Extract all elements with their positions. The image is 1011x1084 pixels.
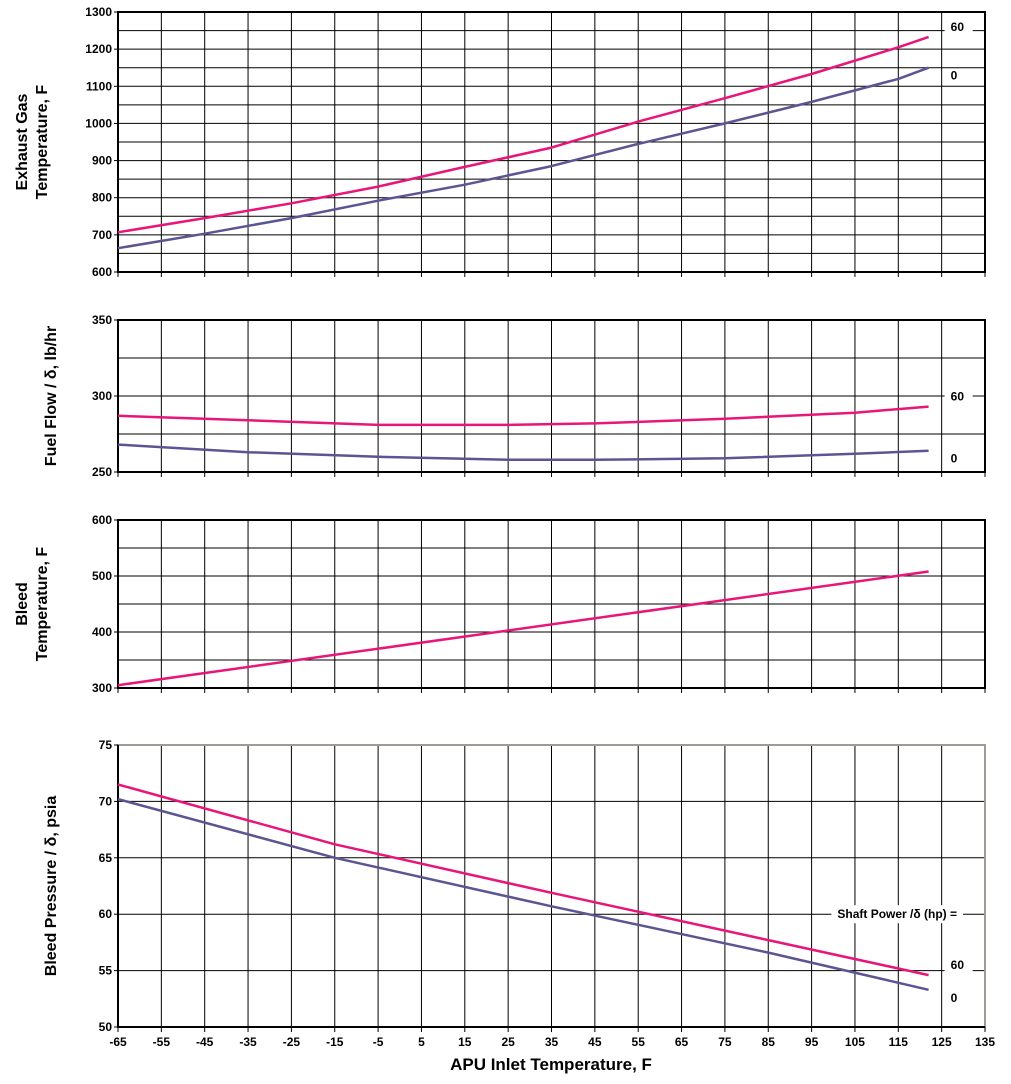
y-tick-label: 500 [92,569,112,583]
x-tick-label: -65 [109,1035,127,1049]
y-tick-label: 1100 [86,79,112,93]
y-tick-label: 75 [99,738,113,752]
x-tick-label: 95 [805,1035,819,1049]
x-tick-label: 135 [975,1035,995,1049]
series-label-0: 0 [951,69,958,83]
series-label-bg [944,390,973,405]
y-axis-label: Fuel Flow / δ, lb/hr [43,326,60,466]
series-label-60: 60 [951,390,965,404]
series-line-60 [117,570,929,687]
x-tick-label: -55 [153,1035,171,1049]
x-tick-label: 15 [458,1035,472,1049]
x-tick-label: 5 [418,1035,425,1049]
series-line-0 [117,66,930,250]
series-line-60 [117,35,930,234]
panel-3: 300 400 500 600 Bleed Temperature, F [14,513,986,695]
x-tick-label: -45 [196,1035,214,1049]
x-tick-label: 115 [889,1035,909,1049]
y-axis-label: Bleed [14,582,31,626]
x-tick-label: -15 [326,1035,344,1049]
y-tick-label: 50 [99,1020,113,1034]
x-tick-label: 85 [762,1035,776,1049]
x-tick-label: 45 [588,1035,602,1049]
y-tick-label: 800 [92,191,112,205]
y-tick-label: 700 [92,228,112,242]
y-tick-label: 1000 [85,116,112,130]
y-tick-label: 600 [92,513,112,527]
series-line-60 [117,783,929,977]
series-label-0: 0 [951,991,958,1005]
y-tick-label: 60 [99,907,113,921]
x-tick-label: 75 [718,1035,732,1049]
series-label-bg [944,69,973,84]
y-tick-label: 300 [92,389,112,403]
x-tick-label: -5 [373,1035,384,1049]
y-axis-label: Exhaust Gas [14,93,31,190]
x-tick-label: 25 [501,1035,515,1049]
series-line-0 [117,797,929,992]
panel-4: 50 55 60 65 70 75 Bleed Pressure / δ, psia 60 0 [43,738,986,1034]
y-tick-label: 900 [92,154,112,168]
series-label-bg [944,991,973,1006]
series-label-bg [944,959,973,974]
y-tick-label: 55 [99,964,113,978]
series-line-60 [117,405,929,427]
y-tick-label: 65 [99,851,113,865]
x-tick-label: 125 [932,1035,952,1049]
x-axis-label: APU Inlet Temperature, F [450,1055,652,1074]
panel-2: 250 300 350 Fuel Flow / δ, lb/hr 60 0 [43,313,986,479]
series-label-0: 0 [951,452,958,466]
series-label-60: 60 [951,20,965,34]
x-tick-label: 105 [845,1035,865,1049]
x-tick-label: -25 [283,1035,301,1049]
y-tick-label: 70 [99,794,113,808]
x-tick-label: 65 [675,1035,689,1049]
x-tick-label: 35 [545,1035,559,1049]
y-tick-label: 1300 [85,5,112,19]
y-tick-label: 250 [92,465,112,479]
series-label-60: 60 [951,958,965,972]
y-axis-label: Temperature, F [34,85,51,200]
x-tick-label: 55 [632,1035,646,1049]
legend-caption-bg [831,905,963,924]
series-label-bg [944,20,973,35]
x-tick-label: -35 [239,1035,257,1049]
y-axis-label: Temperature, F [34,547,51,662]
y-tick-label: 350 [92,313,112,327]
y-tick-label: 1200 [85,42,112,56]
y-tick-label: 400 [92,625,112,639]
series-line-0 [117,443,929,462]
y-tick-label: 600 [92,265,112,279]
legend-caption: Shaft Power /δ (hp) = [837,907,957,921]
y-tick-label: 300 [92,681,112,695]
y-axis-label: Bleed Pressure / δ, psia [43,796,60,977]
series-label-bg [944,452,973,467]
